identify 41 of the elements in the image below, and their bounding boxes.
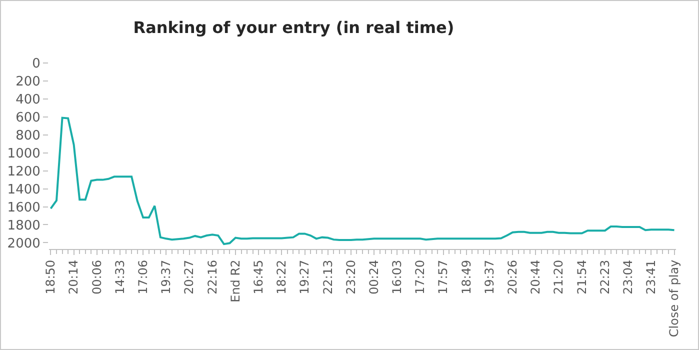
x-tick-label: 20:27 [182,260,196,294]
line-series [50,116,676,246]
x-tick-label: 19:27 [298,260,312,294]
x-tick-label: Close of play [667,260,682,338]
y-tick-label: 800 [16,128,40,144]
y-tick-label: 0 [32,56,40,72]
x-tick-label: 23:41 [644,260,658,294]
x-tick-label: 17:06 [136,260,150,294]
x-tick-label: 19:37 [159,260,174,294]
chart-title: Ranking of your entry (in real time) [133,18,454,38]
x-tick-label: 18:50 [44,260,58,294]
x-tick-label: 17:20 [413,260,428,294]
x-tick-label: 18:49 [459,260,474,294]
y-tick-label: 1200 [7,164,40,180]
y-tick-label: 400 [16,92,40,108]
x-tick-label: 00:06 [90,260,104,294]
x-tick-label: 19:37 [482,260,496,294]
x-tick-label: 16:45 [251,260,266,294]
y-tick-label: 200 [16,74,40,90]
x-tick-label: End R2 [228,260,242,302]
x-tick-label: 00:24 [366,260,381,294]
y-tick-label: 1400 [7,182,40,198]
x-tick-label: 23:04 [620,260,635,294]
x-tick-label: 22:16 [205,260,220,294]
y-tick-label: 2000 [7,236,40,252]
x-tick-label: 14:33 [112,260,127,294]
x-tick-label: 17:57 [436,260,450,294]
y-tick-label: 1600 [7,200,40,216]
x-tick-label: 21:20 [552,260,566,294]
y-tick-label: 600 [16,110,40,126]
x-tick-label: 20:44 [528,260,543,294]
x-tick-label: 20:14 [66,260,81,294]
x-tick-label: 23:20 [344,260,358,294]
y-tick-label: 1800 [7,218,40,234]
y-tick-label: 1000 [7,146,40,162]
x-tick-label: 22:13 [320,260,335,294]
x-tick-label: 16:03 [390,260,404,294]
x-tick-label: 18:22 [274,260,289,294]
x-tick-label: 21:54 [574,260,589,294]
x-tick-label: 22:23 [598,260,612,294]
x-tick-label: 20:26 [506,260,520,294]
